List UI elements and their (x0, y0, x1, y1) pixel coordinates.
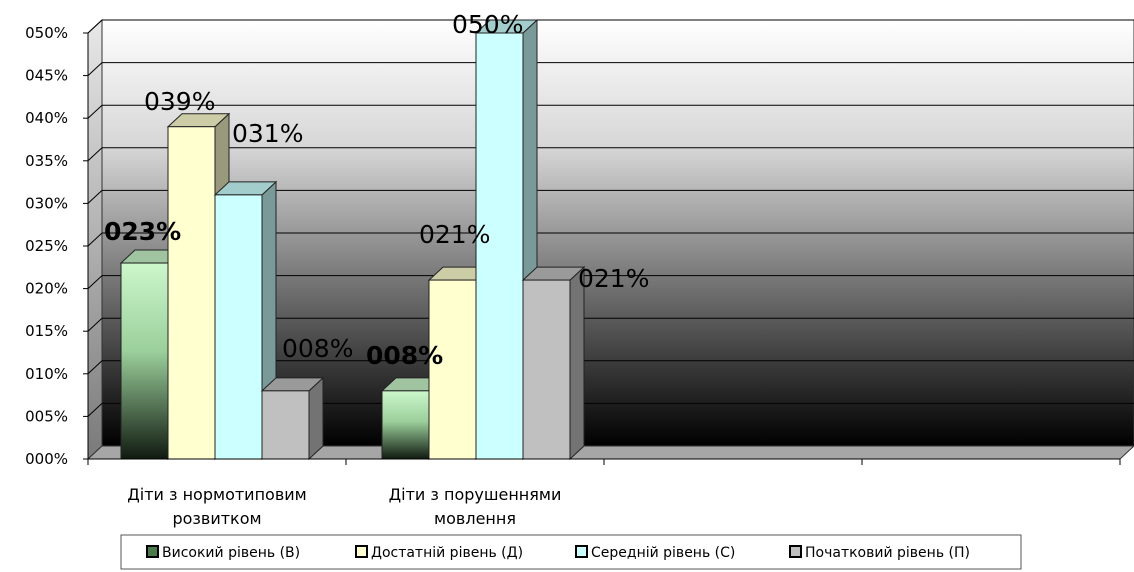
y-tick-label: 025% (25, 237, 68, 255)
legend-label: Середній рівень (С) (591, 545, 735, 561)
gridline-side (87, 19, 103, 34)
legend-label: Високий рівень (В) (162, 545, 300, 561)
bars (119, 18, 586, 461)
x-tick-label: Діти з порушеннями (389, 485, 562, 504)
legend-item: Початковий рівень (П) (789, 545, 970, 561)
bar-front (167, 126, 216, 460)
bar-front (522, 279, 571, 460)
data-label: 039% (144, 87, 215, 116)
bar-front (120, 262, 169, 460)
legend-swatch (789, 545, 802, 558)
gridline-side (87, 190, 103, 204)
legend-label: Початковий рівень (П) (805, 545, 970, 561)
data-label: 031% (232, 119, 303, 148)
legend-label: Достатній рівень (Д) (371, 545, 523, 561)
y-tick-label: 040% (25, 109, 68, 127)
legend-swatch (355, 545, 368, 558)
legend-swatch (146, 545, 159, 558)
data-label: 008% (366, 341, 443, 370)
gridline-side (87, 360, 103, 375)
data-label: 050% (452, 10, 523, 39)
x-tick-label: мовлення (434, 509, 516, 528)
bar-front (428, 279, 477, 460)
series-4 (260, 265, 586, 461)
y-tick-label: 000% (25, 450, 68, 468)
legend-item: Середній рівень (С) (575, 545, 735, 561)
y-tick-label: 015% (25, 322, 68, 340)
gridline-side (87, 62, 103, 76)
data-label: 023% (104, 217, 181, 246)
gridline-side (87, 104, 103, 119)
x-tick-label: Діти з нормотиповим (127, 485, 306, 504)
bar-side (569, 265, 585, 461)
data-label: 021% (419, 220, 490, 249)
bar-front (261, 390, 310, 460)
legend-swatch (575, 545, 588, 558)
data-label: 021% (578, 264, 649, 293)
gridline-side (87, 147, 103, 162)
bar (260, 376, 325, 461)
y-tick-label: 030% (25, 194, 68, 212)
bar-side (308, 376, 324, 461)
y-tick-label: 035% (25, 152, 68, 170)
y-tick-label: 010% (25, 365, 68, 383)
bar-front (214, 194, 263, 460)
gridline-side (87, 317, 103, 332)
y-tick-label: 045% (25, 67, 68, 85)
y-tick-label: 005% (25, 407, 68, 425)
legend-item: Високий рівень (В) (146, 545, 300, 561)
data-label: 008% (282, 334, 353, 363)
bar-front (381, 390, 430, 460)
y-tick-label: 020% (25, 280, 68, 298)
legend: Високий рівень (В) Достатній рівень (Д) Се… (120, 534, 1022, 570)
legend-box (120, 534, 1022, 570)
bar-front (475, 32, 524, 460)
gridline-side (87, 403, 103, 417)
y-axis: 000% 005% 010% 015% 020% 025% 030% 035% 040% 045%… (25, 24, 89, 468)
x-tick-label: розвитком (172, 509, 261, 528)
x-axis: Діти з нормотиповим розвитком Діти з поруш… (87, 458, 1121, 528)
y-tick-label: 050% (25, 24, 68, 42)
gridline-side (87, 232, 103, 247)
gridline-side (87, 275, 103, 289)
legend-item: Достатній рівень (Д) (355, 545, 523, 561)
bar (521, 265, 586, 461)
data-labels: 023% 008% 039% 021% 031% 050% 008% 021% (104, 10, 649, 370)
